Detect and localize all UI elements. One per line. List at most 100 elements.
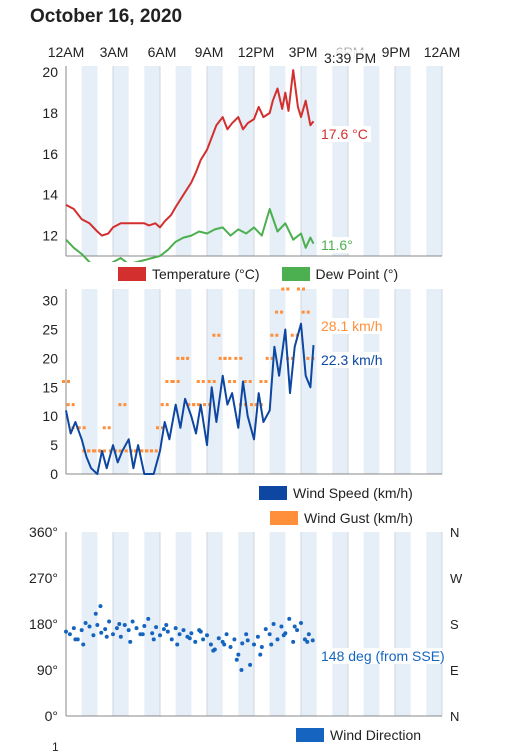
x-tick-label: 6AM [147,44,177,60]
wind-direction-point [99,630,104,635]
wind-direction-point [222,642,227,647]
y-tick-label: 270° [29,570,58,586]
wind-direction-point [140,632,145,637]
wind-direction-point [67,632,72,637]
wind-direction-point [158,633,162,638]
wind-direction-point [177,632,182,637]
wind-gust-legend: Wind Gust (km/h) [270,510,413,526]
wind-direction-point [79,628,84,633]
y-tick-label-right: N [450,709,459,724]
hour-band [144,289,160,474]
y-tick-label: 180° [29,616,58,632]
temperature-chart[interactable]: 12 14 16 18 20 [0,62,508,262]
temperature-line [65,69,315,237]
wind-direction-point [228,645,233,649]
hour-band [144,66,160,256]
y-tick-label: 20 [42,64,58,80]
hour-band [81,532,98,716]
wind-direction-point [87,624,92,629]
x-tick-label: 3AM [99,44,129,60]
wind-direction-point [287,616,292,621]
wind-direction-point [151,637,156,642]
wind-direction-legend: Wind Direction [296,727,421,743]
wind-direction-point [126,628,131,633]
y-tick-label: 14 [42,187,58,203]
wind-direction-point [258,652,263,657]
wind-direction-point [71,626,76,631]
wind-direction-point [103,627,108,632]
wind-direction-point [275,637,280,642]
wind-direction-point [93,611,98,616]
hour-band [207,66,223,256]
x-tick-label: 9AM [194,44,224,60]
wind-speed-current-value: 22.3 km/h [318,352,386,368]
y-tick-label: 90° [37,662,58,678]
wind-direction-point [263,627,268,632]
y-tick-label: 360° [29,525,58,540]
dew-point-line [65,208,315,262]
wind-direction-point [295,628,300,633]
wind-direction-point [279,624,284,629]
wind-direction-point [81,642,86,647]
x-tick-label: 12AM [47,44,85,60]
x-tick-label: 9PM [381,44,411,60]
wind-speed-swatch [259,486,287,500]
wind-direction-point [224,632,229,637]
y-tick-label: 0 [50,466,58,482]
temperature-current-value: 17.6 °C [318,126,371,142]
y-tick-label: 25 [42,321,58,337]
hour-band [426,289,442,474]
wind-chart[interactable]: 0 5 10 15 20 25 30 [0,285,508,485]
y-tick-label-right: S [450,617,459,632]
wind-direction-point [234,657,239,662]
wind-direction-point [208,642,213,647]
wind-speed-legend: Wind Speed (km/h) [259,485,413,501]
y-tick-label: 30 [42,293,58,309]
hour-band [363,532,380,716]
wind-direction-point [161,627,166,632]
wind-direction-point [292,624,297,629]
cursor-time-readout: 3:39 PM [322,50,379,66]
hour-band [238,532,254,716]
wind-gust-current-value: 28.1 km/h [318,318,386,334]
wind-direction-point [201,637,206,642]
legend-label: Wind Direction [330,727,422,743]
wind-direction-point [117,622,122,626]
y-tick-label: 5 [50,437,58,453]
y-tick-label-right: E [450,663,459,678]
y-tick-label: 0° [45,708,58,724]
wind-direction-chart[interactable]: 0° N 90° E 180° S 270° W 360° N [0,525,508,725]
x-tick-label: 12PM [237,44,275,60]
x-tick-label: 3PM [288,44,318,60]
wind-direction-point [134,626,139,631]
wind-direction-point [83,620,88,625]
wind-direction-point [169,637,174,642]
hour-band [363,66,380,256]
wind-direction-point [299,620,303,625]
y-tick-label: 15 [42,379,58,395]
wind-direction-point [146,616,151,621]
hour-band [269,289,286,474]
wind-direction-point [173,626,178,631]
wind-direction-point [259,645,264,649]
wind-direction-point [165,629,170,634]
wind-direction-point [91,633,96,638]
wind-direction-point [64,629,68,634]
wind-direction-point [175,642,180,647]
wind-direction-point [305,639,310,644]
footer-tick-label: 1 [52,740,59,754]
hour-band [113,66,129,256]
hour-band [332,532,348,716]
hour-band [426,66,442,256]
dew-point-swatch [281,267,310,281]
y-tick-label: 16 [42,146,58,162]
hour-band [144,532,160,716]
hour-band [301,66,317,256]
page-title: October 16, 2020 [30,6,183,27]
hour-band [175,66,192,256]
wind-gust-swatch [270,511,298,525]
wind-direction-point [98,604,103,609]
hour-band [175,532,192,716]
temperature-swatch [118,267,146,281]
wind-direction-point [107,619,112,624]
